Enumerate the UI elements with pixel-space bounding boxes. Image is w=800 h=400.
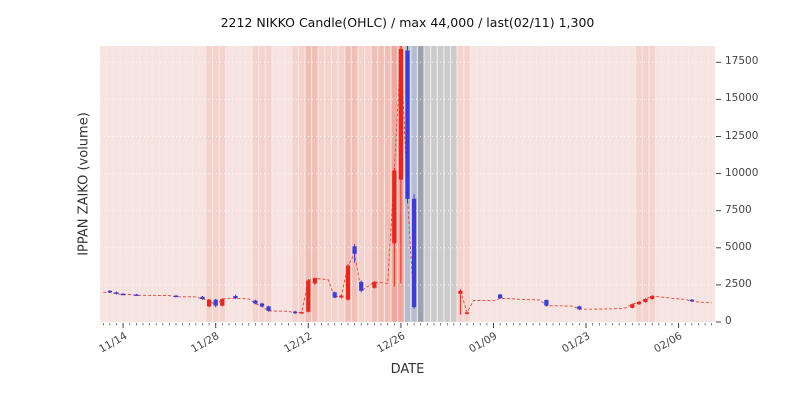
y-tick-label: 17500 [725,55,759,68]
axis-ticks [102,61,721,328]
y-tick-label: 15000 [725,92,759,105]
close-line [103,48,712,314]
day-bands [100,46,715,322]
y-tick-label: 12500 [725,129,759,142]
y-axis-label: IPPAN ZAIKO (volume) [76,112,92,256]
y-tick-label: 2500 [725,277,752,290]
y-tick-label: 10000 [725,166,759,179]
candles [107,46,694,315]
x-axis-label: DATE [390,362,425,377]
chart-title: 2212 NIKKO Candle(OHLC) / max 44,000 / l… [220,15,595,30]
y-tick-label: 7500 [725,203,752,216]
y-tick-label: 5000 [725,240,752,253]
y-tick-label: 0 [725,315,732,327]
gridlines [100,61,715,323]
